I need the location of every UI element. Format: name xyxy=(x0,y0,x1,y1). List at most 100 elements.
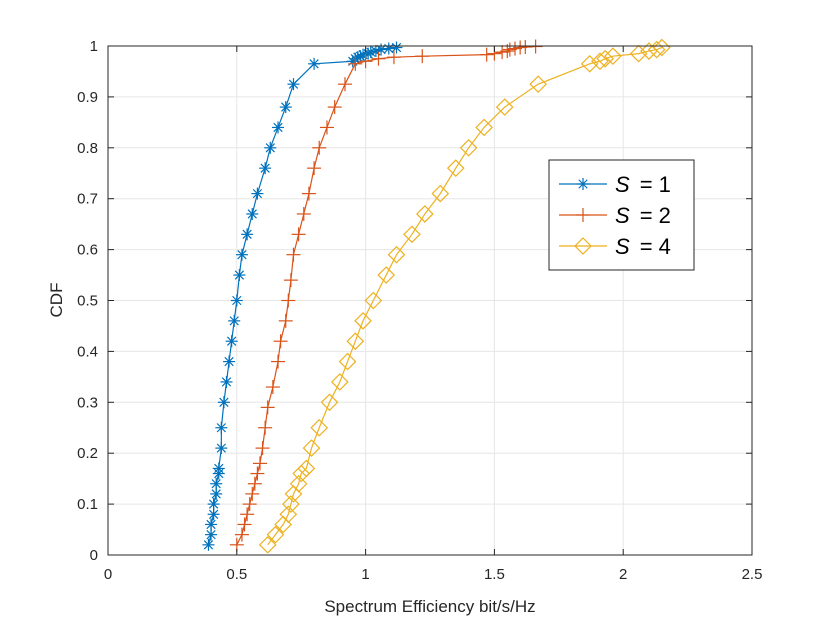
legend-value: = 2 xyxy=(640,203,671,228)
y-tick-label: 0 xyxy=(90,547,98,564)
y-tick-label: 1 xyxy=(90,38,98,55)
data-point xyxy=(223,355,236,368)
legend-label: S = 1 xyxy=(615,172,671,197)
data-point xyxy=(431,184,450,203)
data-point xyxy=(281,293,296,308)
data-point xyxy=(273,334,288,349)
data-point xyxy=(403,225,421,244)
data-point xyxy=(296,206,311,221)
y-tick-label: 0.4 xyxy=(77,343,98,360)
data-point xyxy=(215,442,228,455)
y-tick-label: 0.9 xyxy=(77,89,98,106)
data-point xyxy=(202,538,215,551)
y-tick-label: 0.3 xyxy=(77,394,98,411)
data-point xyxy=(233,269,246,282)
data-point xyxy=(220,375,233,388)
y-axis-label: CDF xyxy=(47,283,66,318)
data-point xyxy=(279,101,292,114)
x-axis-label: Spectrum Efficiency bit/s/Hz xyxy=(324,597,535,616)
data-point xyxy=(260,400,275,415)
data-point xyxy=(266,525,285,544)
legend-variable: S xyxy=(615,172,630,197)
data-point xyxy=(580,54,599,73)
data-point xyxy=(371,51,386,66)
y-tick-label: 0.5 xyxy=(77,293,98,310)
data-point xyxy=(234,527,249,542)
data-point xyxy=(212,462,225,475)
data-point xyxy=(279,505,298,524)
series-line xyxy=(267,46,663,546)
data-point xyxy=(647,40,666,59)
data-point xyxy=(320,393,339,412)
legend-variable: S xyxy=(615,234,630,259)
data-point xyxy=(604,47,622,66)
legend-variable: S xyxy=(615,203,630,228)
data-point xyxy=(240,507,255,522)
data-point xyxy=(252,456,267,471)
data-point xyxy=(377,266,396,284)
data-point xyxy=(337,77,352,92)
data-series xyxy=(202,38,671,554)
data-point xyxy=(446,159,465,178)
data-point xyxy=(264,141,277,154)
y-tick-label: 0.6 xyxy=(77,242,98,259)
data-point xyxy=(297,459,316,478)
data-point xyxy=(207,508,220,521)
data-point xyxy=(210,477,223,490)
series-1 xyxy=(202,41,403,551)
data-point xyxy=(390,41,403,54)
data-point xyxy=(217,396,230,409)
data-point xyxy=(271,354,286,369)
data-point xyxy=(207,498,220,511)
data-point xyxy=(415,49,430,64)
x-tick-label: 0.5 xyxy=(226,566,247,583)
data-point xyxy=(308,57,321,70)
data-point xyxy=(246,207,259,220)
data-point xyxy=(242,497,257,512)
legend-value: = 4 xyxy=(640,234,671,259)
y-tick-label: 0.8 xyxy=(77,140,98,157)
data-point xyxy=(591,52,609,71)
data-point xyxy=(286,247,301,262)
data-point xyxy=(235,248,248,261)
data-point xyxy=(245,486,260,501)
data-point xyxy=(307,161,322,176)
data-point xyxy=(348,56,363,71)
data-point xyxy=(283,273,298,288)
data-point xyxy=(272,121,285,134)
y-tick-label: 0.2 xyxy=(77,445,98,462)
data-point xyxy=(205,528,218,541)
data-point xyxy=(387,245,406,264)
data-point xyxy=(386,50,401,65)
series-2 xyxy=(229,39,543,552)
data-point xyxy=(358,54,373,69)
data-point xyxy=(258,535,277,554)
y-tick-label: 0.7 xyxy=(77,191,98,208)
x-tick-label: 1.5 xyxy=(484,566,505,583)
legend-label: S = 2 xyxy=(615,203,671,228)
data-point xyxy=(574,237,592,255)
data-point xyxy=(247,476,262,491)
data-point xyxy=(258,420,273,435)
data-point xyxy=(301,186,316,201)
data-point xyxy=(205,518,218,531)
data-point xyxy=(652,38,671,57)
data-point xyxy=(292,464,311,483)
legend-label: S = 4 xyxy=(615,234,671,259)
data-point xyxy=(576,208,590,222)
data-point xyxy=(415,205,434,223)
data-point xyxy=(312,140,327,155)
data-point xyxy=(596,49,615,68)
tick-labels: 0 0.5 1 1.5 2 2.5 0 0.1 0.2 0.3 0.4 0.5 0.6 0.7 0.8 0.9… xyxy=(77,38,762,583)
data-point xyxy=(319,120,334,135)
legend-item-2: S = 2 xyxy=(559,203,671,228)
data-point xyxy=(255,441,270,456)
data-point xyxy=(475,118,493,137)
data-point xyxy=(479,47,494,62)
x-tick-label: 2.5 xyxy=(742,566,763,583)
legend-item-3: S = 4 xyxy=(559,234,671,259)
data-point xyxy=(251,187,264,200)
data-point xyxy=(310,418,329,437)
data-point xyxy=(291,227,306,242)
